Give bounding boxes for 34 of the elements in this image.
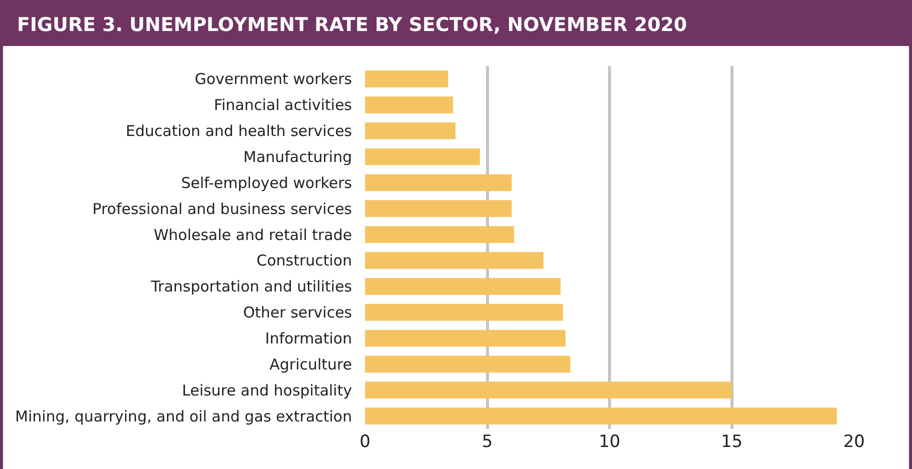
- y-tick-label: Education and health services: [126, 122, 352, 140]
- y-tick-label: Self-employed workers: [181, 174, 352, 192]
- x-tick-label: 20: [843, 432, 865, 452]
- x-tick-label: 5: [482, 432, 493, 452]
- bar: [365, 148, 480, 166]
- bar: [365, 278, 561, 295]
- y-tick-label: Professional and business services: [92, 200, 352, 218]
- x-tick-label: 10: [598, 432, 620, 452]
- y-tick-label: Government workers: [194, 70, 352, 88]
- y-tick-label: Agriculture: [270, 355, 352, 374]
- bar: [365, 304, 564, 321]
- chart-title: FIGURE 3. UNEMPLOYMENT RATE BY SECTOR, NOVEMBER 2020: [3, 0, 909, 46]
- y-tick-label: Information: [265, 330, 352, 348]
- bar: [365, 382, 732, 399]
- x-tick-label: 0: [360, 432, 370, 452]
- bar: [365, 356, 570, 373]
- bar: [365, 174, 512, 192]
- bar: [365, 226, 514, 243]
- bar: [365, 330, 566, 347]
- bar: [365, 200, 512, 218]
- y-tick-label: Mining, quarrying, and oil and gas extraction: [15, 407, 352, 426]
- y-tick-label: Transportation and utilities: [150, 278, 352, 296]
- y-tick-label: Other services: [243, 304, 352, 322]
- bar: [365, 252, 544, 269]
- bar: [365, 122, 456, 140]
- bar: [365, 408, 837, 424]
- y-tick-label: Manufacturing: [243, 148, 352, 166]
- y-tick-label: Financial activities: [214, 96, 352, 114]
- y-tick-label: Leisure and hospitality: [182, 381, 352, 400]
- bar: [365, 96, 454, 114]
- y-tick-label: Construction: [256, 252, 352, 270]
- x-tick-label: 15: [720, 432, 743, 452]
- y-tick-label: Wholesale and retail trade: [154, 226, 352, 244]
- bar: [365, 70, 448, 88]
